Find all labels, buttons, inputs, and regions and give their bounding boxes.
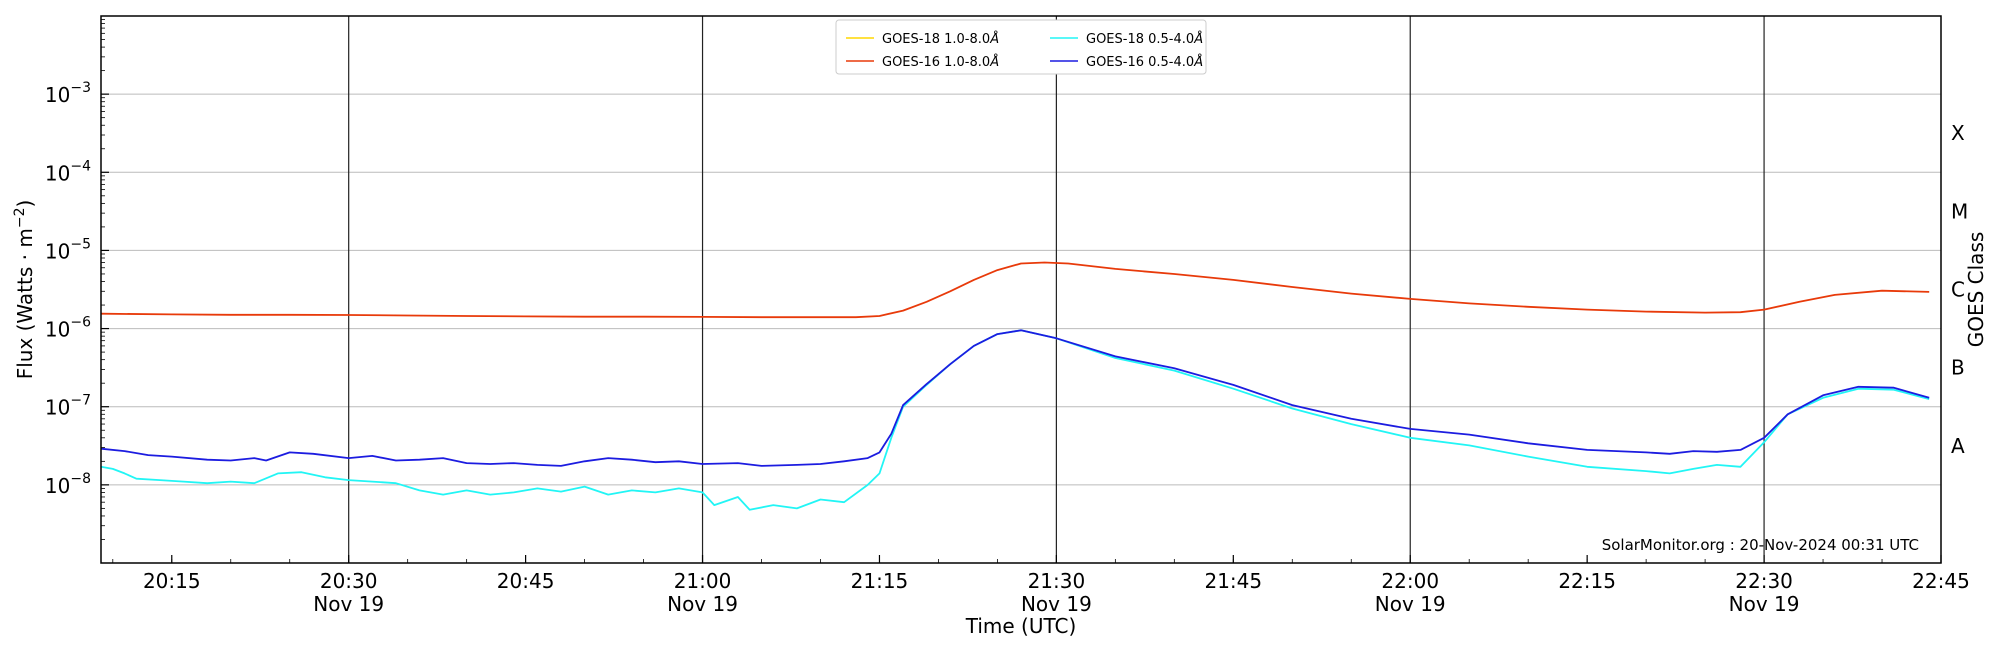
x-tick-label: 22:30 [1735, 569, 1793, 593]
y-tick-label: 10−4 [45, 158, 91, 185]
series-line-goes-16-0-5-4-0 [100, 329, 1930, 467]
x-tick-label: 21:30 [1028, 569, 1086, 593]
x-axis-label: Time (UTC) [965, 614, 1077, 638]
legend-entry-label: GOES-18 0.5-4.0Å [1086, 31, 1203, 47]
y-axis-label-main: Flux (Watts · m [13, 228, 37, 379]
y-tick-label: 10−7 [45, 393, 91, 420]
x-tick-label: 20:45 [497, 569, 555, 593]
series-layer [100, 261, 1930, 511]
x-tick-label: 22:15 [1558, 569, 1616, 593]
x-tick-date-label: Nov 19 [313, 592, 384, 616]
y-tick-label: 10−3 [45, 80, 91, 107]
plot-frame [100, 15, 1942, 564]
goes-class-label: M [1951, 199, 1968, 223]
vertical-day-lines [348, 16, 1765, 563]
x-tick-date-label: Nov 19 [1375, 592, 1446, 616]
source-annotation: SolarMonitor.org : 20-Nov-2024 00:31 UTC [1602, 536, 1919, 554]
y-tick-label: 10−6 [45, 315, 91, 342]
x-tick-date-label: Nov 19 [1729, 592, 1800, 616]
x-tick-date-label: Nov 19 [667, 592, 738, 616]
goes-class-label: C [1951, 278, 1965, 302]
y-axis-label-close: ) [13, 200, 37, 208]
x-tick-label: 21:00 [674, 569, 732, 593]
x-tick-label: 21:15 [851, 569, 909, 593]
x-tick-label: 20:15 [143, 569, 201, 593]
goes-class-label: A [1951, 434, 1965, 458]
x-tick-date-label: Nov 19 [1021, 592, 1092, 616]
y-axis-label-sup: −2 [12, 208, 28, 229]
y-tick-label: 10−8 [45, 471, 91, 498]
x-tick-label: 20:30 [320, 569, 378, 593]
legend-entry-label: GOES-16 0.5-4.0Å [1086, 54, 1203, 70]
goes-class-labels: A B C M X [1951, 121, 1968, 458]
goes-class-axis-label: GOES Class [1964, 232, 1988, 348]
goes-class-label: X [1951, 121, 1965, 145]
y-axis-ticks: 10−8 10−7 10−6 10−5 10−4 10−3 [45, 19, 109, 540]
y-axis-label: Flux (Watts · m−2) [12, 200, 37, 380]
y-tick-label: 10−5 [45, 236, 91, 263]
x-tick-label: 22:00 [1381, 569, 1439, 593]
x-tick-label: 22:45 [1912, 569, 1970, 593]
series-line-goes-18-0-5-4-0 [100, 329, 1930, 511]
legend: GOES-18 1.0-8.0Å GOES-16 1.0-8.0Å GOES-18 … [835, 19, 1207, 75]
legend-box [835, 19, 1207, 75]
series-line-goes-16-1-0-8-0 [100, 261, 1930, 319]
goes-class-label: B [1951, 356, 1965, 380]
horizontal-gridlines [101, 93, 1941, 486]
legend-entry-label: GOES-18 1.0-8.0Å [882, 31, 999, 47]
legend-entry-label: GOES-16 1.0-8.0Å [882, 54, 999, 70]
x-tick-label: 21:45 [1204, 569, 1262, 593]
